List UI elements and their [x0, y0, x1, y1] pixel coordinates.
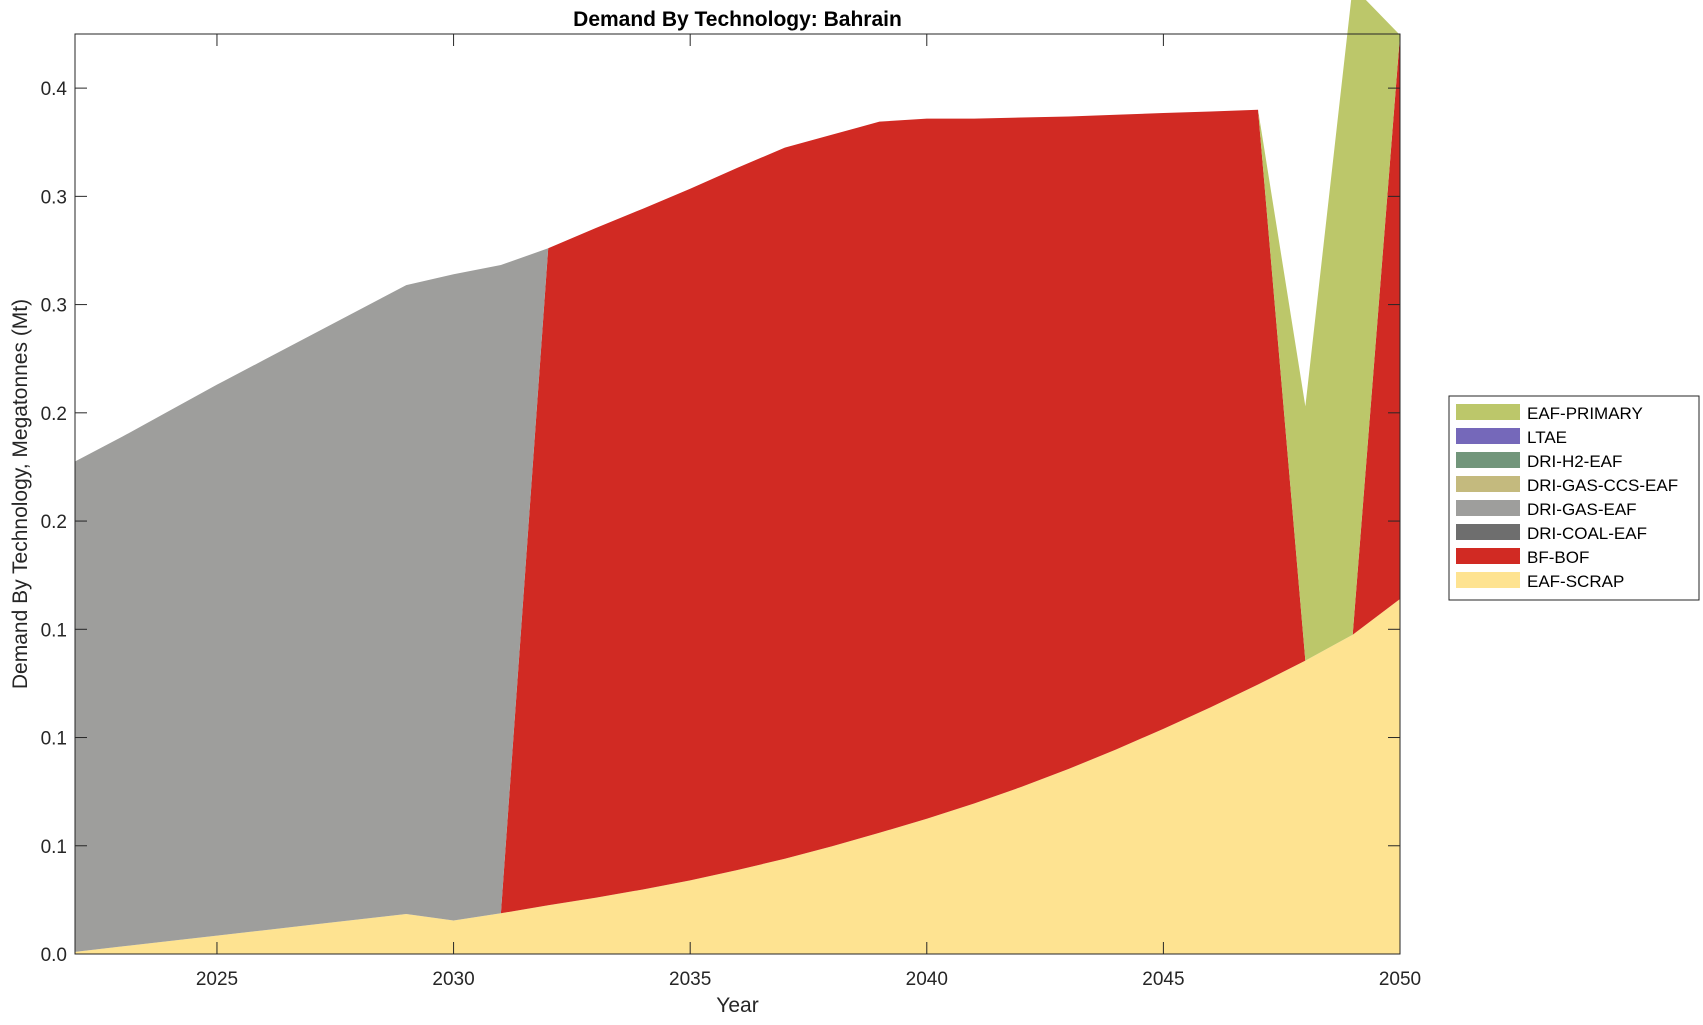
legend-box: [1448, 395, 1700, 601]
legend-label-bf-bof: BF-BOF: [1527, 548, 1589, 567]
y-tick-label: 0.1: [41, 729, 67, 750]
chart-title: Demand By Technology: Bahrain: [573, 8, 902, 31]
y-tick-label: 0.2: [41, 404, 67, 425]
legend-swatch-eaf-scrap: [1456, 572, 1520, 588]
plot-areas: [75, 0, 1400, 954]
legend-label-dri-coal-eaf: DRI-COAL-EAF: [1527, 524, 1647, 543]
x-tick-label: 2040: [906, 969, 948, 990]
y-tick-label: 0.1: [41, 837, 67, 858]
x-axis-ticks: 2025 2030 2035 2040 2045 2050: [196, 34, 1421, 990]
legend-label-dri-gas-ccs-eaf: DRI-GAS-CCS-EAF: [1527, 476, 1678, 495]
x-tick-label: 2035: [669, 969, 711, 990]
area-dri-gas-eaf: [75, 35, 1400, 952]
x-tick-label: 2030: [432, 969, 474, 990]
legend-swatch-dri-h2-eaf: [1456, 452, 1520, 468]
y-tick-label: 0.2: [41, 512, 67, 533]
y-tick-label: 0.3: [41, 187, 67, 208]
legend-label-eaf-scrap: EAF-SCRAP: [1527, 572, 1624, 591]
y-axis-label: Demand By Technology, Megatonnes (Mt): [9, 299, 32, 689]
axes-box: [74, 33, 1401, 955]
x-tick-label: 2050: [1379, 969, 1421, 990]
y-tick-label: 0.3: [41, 296, 67, 317]
legend-swatch-dri-gas-ccs-eaf: [1456, 476, 1520, 492]
legend-swatch-dri-coal-eaf: [1456, 524, 1520, 540]
y-tick-label: 0.1: [41, 620, 67, 641]
x-axis-label: Year: [716, 994, 758, 1017]
y-axis-ticks: 0.0 0.1 0.1 0.1 0.2 0.2 0.3 0.3 0.4: [41, 79, 1400, 966]
legend-label-eaf-primary: EAF-PRIMARY: [1527, 404, 1643, 423]
legend-label-dri-h2-eaf: DRI-H2-EAF: [1527, 452, 1622, 471]
legend-label-dri-gas-eaf: DRI-GAS-EAF: [1527, 500, 1637, 519]
area-bf-bof: [75, 35, 1400, 952]
legend-swatch-eaf-primary: [1456, 404, 1520, 420]
legend-label-ltae: LTAE: [1527, 428, 1567, 447]
legend-swatch-bf-bof: [1456, 548, 1520, 564]
legend-swatch-dri-gas-eaf: [1456, 500, 1520, 516]
legend: EAF-PRIMARY LTAE DRI-H2-EAF DRI-GAS-CCS-EAF…: [1448, 395, 1700, 601]
y-tick-label: 0.4: [41, 79, 68, 100]
x-tick-label: 2025: [196, 969, 238, 990]
legend-swatch-ltae: [1456, 428, 1520, 444]
x-tick-label: 2045: [1142, 969, 1184, 990]
y-tick-label: 0.0: [41, 945, 67, 966]
area-eaf-scrap: [75, 598, 1400, 954]
